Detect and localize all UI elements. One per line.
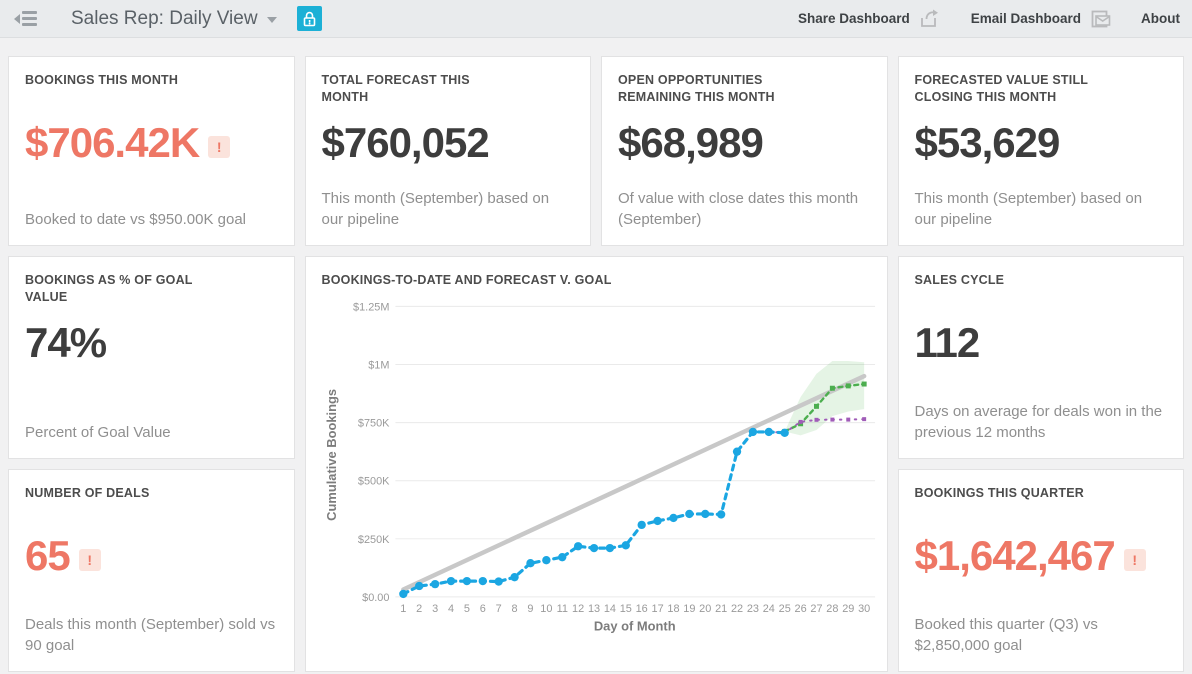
svg-text:26: 26 [794, 603, 806, 615]
dashboard-title-dropdown[interactable]: Sales Rep: Daily View [71, 8, 277, 30]
card-number-of-deals: NUMBER OF DEALS 65 ! Deals this month (S… [8, 469, 295, 672]
svg-text:19: 19 [683, 603, 695, 615]
svg-text:$250K: $250K [357, 534, 389, 546]
share-dashboard-button[interactable]: Share Dashboard [798, 9, 941, 28]
chevron-down-icon [266, 17, 277, 23]
card-title: BOOKINGS THIS MONTH [25, 73, 179, 87]
svg-text:22: 22 [730, 603, 742, 615]
svg-text:9: 9 [527, 603, 533, 615]
svg-text:18: 18 [667, 603, 679, 615]
metric-value: $53,629 [914, 119, 1061, 166]
card-title: BOOKINGS AS % OF GOAL VALUE [25, 273, 193, 304]
svg-text:21: 21 [715, 603, 727, 615]
card-subtitle: Days on average for deals won in the pre… [914, 402, 1163, 442]
card-forecasted-value-closing: FORECASTED VALUE STILL CLOSING THIS MONT… [897, 56, 1184, 246]
svg-text:28: 28 [826, 603, 838, 615]
about-label: About [1141, 11, 1180, 26]
card-title: NUMBER OF DEALS [25, 486, 150, 500]
svg-text:8: 8 [511, 603, 517, 615]
app-header: Sales Rep: Daily View Share Dashboard Em… [0, 0, 1192, 38]
svg-text:7: 7 [495, 603, 501, 615]
svg-text:$1M: $1M [368, 359, 389, 371]
svg-text:27: 27 [810, 603, 822, 615]
card-subtitle: Booked this quarter (Q3) vs $2,850,000 g… [914, 615, 1098, 655]
svg-text:17: 17 [651, 603, 663, 615]
alert-icon: ! [208, 136, 231, 158]
chart-title: BOOKINGS-TO-DATE AND FORECAST V. GOAL [321, 273, 612, 287]
metric-value: 65 [25, 532, 71, 579]
svg-text:1: 1 [400, 603, 406, 615]
card-sales-cycle: SALES CYCLE 112 Days on average for deal… [897, 256, 1184, 459]
metric-value: $1,642,467 [914, 532, 1116, 579]
svg-text:15: 15 [619, 603, 631, 615]
svg-text:$750K: $750K [357, 417, 389, 429]
card-bookings-this-quarter: BOOKINGS THIS QUARTER $1,642,467 ! Booke… [897, 469, 1184, 672]
dashboard-grid: BOOKINGS THIS MONTH $706.42K ! Booked to… [8, 56, 1184, 672]
about-link[interactable]: About [1141, 11, 1180, 26]
svg-text:23: 23 [746, 603, 758, 615]
svg-text:3: 3 [432, 603, 438, 615]
metric-value: $760,052 [321, 119, 490, 166]
svg-text:30: 30 [858, 603, 870, 615]
alert-icon: ! [78, 549, 101, 571]
card-subtitle: This month (September) based on our pipe… [321, 189, 550, 229]
card-subtitle: Of value with close dates this month (Se… [618, 189, 859, 229]
card-subtitle: Booked to date vs $950.00K goal [25, 211, 247, 229]
email-dashboard-label: Email Dashboard [970, 11, 1082, 26]
svg-text:10: 10 [540, 603, 552, 615]
svg-text:$1.25M: $1.25M [353, 301, 389, 313]
card-title: FORECASTED VALUE STILL CLOSING THIS MONT… [914, 73, 1089, 104]
dashboard-title: Sales Rep: Daily View [71, 7, 258, 29]
email-icon [1091, 10, 1111, 27]
svg-text:11: 11 [556, 603, 567, 615]
card-subtitle: Percent of Goal Value [25, 424, 171, 442]
svg-text:12: 12 [572, 603, 584, 615]
metric-value: 74% [25, 319, 107, 366]
svg-text:$500K: $500K [357, 476, 389, 488]
svg-text:Day of Month: Day of Month [593, 619, 675, 634]
collapse-caret-icon [14, 13, 20, 24]
share-dashboard-label: Share Dashboard [797, 11, 910, 26]
alert-icon: ! [1123, 549, 1146, 571]
card-subtitle: This month (September) based on our pipe… [914, 189, 1143, 229]
svg-text:4: 4 [447, 603, 453, 615]
card-subtitle: Deals this month (September) sold vs 90 … [25, 615, 276, 655]
svg-text:14: 14 [603, 603, 615, 615]
card-title: TOTAL FORECAST THIS MONTH [321, 73, 470, 104]
card-title: OPEN OPPORTUNITIES REMAINING THIS MONTH [618, 73, 775, 104]
svg-text:13: 13 [587, 603, 599, 615]
lock-icon [303, 11, 315, 26]
svg-text:24: 24 [762, 603, 774, 615]
card-bookings-this-month: BOOKINGS THIS MONTH $706.42K ! Booked to… [8, 56, 295, 246]
card-title: SALES CYCLE [914, 273, 1005, 287]
metric-value: $706.42K [25, 119, 200, 166]
share-icon [920, 9, 938, 27]
svg-text:29: 29 [842, 603, 854, 615]
metric-value: $68,989 [618, 119, 764, 166]
sidebar-collapse-button[interactable] [12, 9, 39, 28]
svg-text:6: 6 [479, 603, 485, 615]
svg-text:16: 16 [635, 603, 647, 615]
lock-button[interactable] [296, 6, 322, 31]
hamburger-icon [22, 11, 37, 26]
svg-text:$0.00: $0.00 [362, 592, 389, 604]
email-dashboard-button[interactable]: Email Dashboard [971, 10, 1111, 28]
svg-text:25: 25 [778, 603, 790, 615]
card-bookings-pct-of-goal: BOOKINGS AS % OF GOAL VALUE 74% Percent … [8, 256, 295, 459]
svg-text:2: 2 [416, 603, 422, 615]
card-bookings-chart: BOOKINGS-TO-DATE AND FORECAST V. GOAL $1… [304, 256, 888, 672]
svg-text:20: 20 [699, 603, 711, 615]
card-title: BOOKINGS THIS QUARTER [914, 486, 1084, 500]
card-total-forecast: TOTAL FORECAST THIS MONTH $760,052 This … [304, 56, 591, 246]
card-open-opportunities: OPEN OPPORTUNITIES REMAINING THIS MONTH … [601, 56, 888, 246]
metric-value: 112 [914, 319, 981, 366]
svg-text:5: 5 [463, 603, 469, 615]
svg-text:Cumulative Bookings: Cumulative Bookings [323, 389, 338, 521]
bookings-chart-svg: $1.25M$1M$750K$500K$250K$0.001 2 3 4 5 6 7 8 9 10… [323, 301, 875, 634]
